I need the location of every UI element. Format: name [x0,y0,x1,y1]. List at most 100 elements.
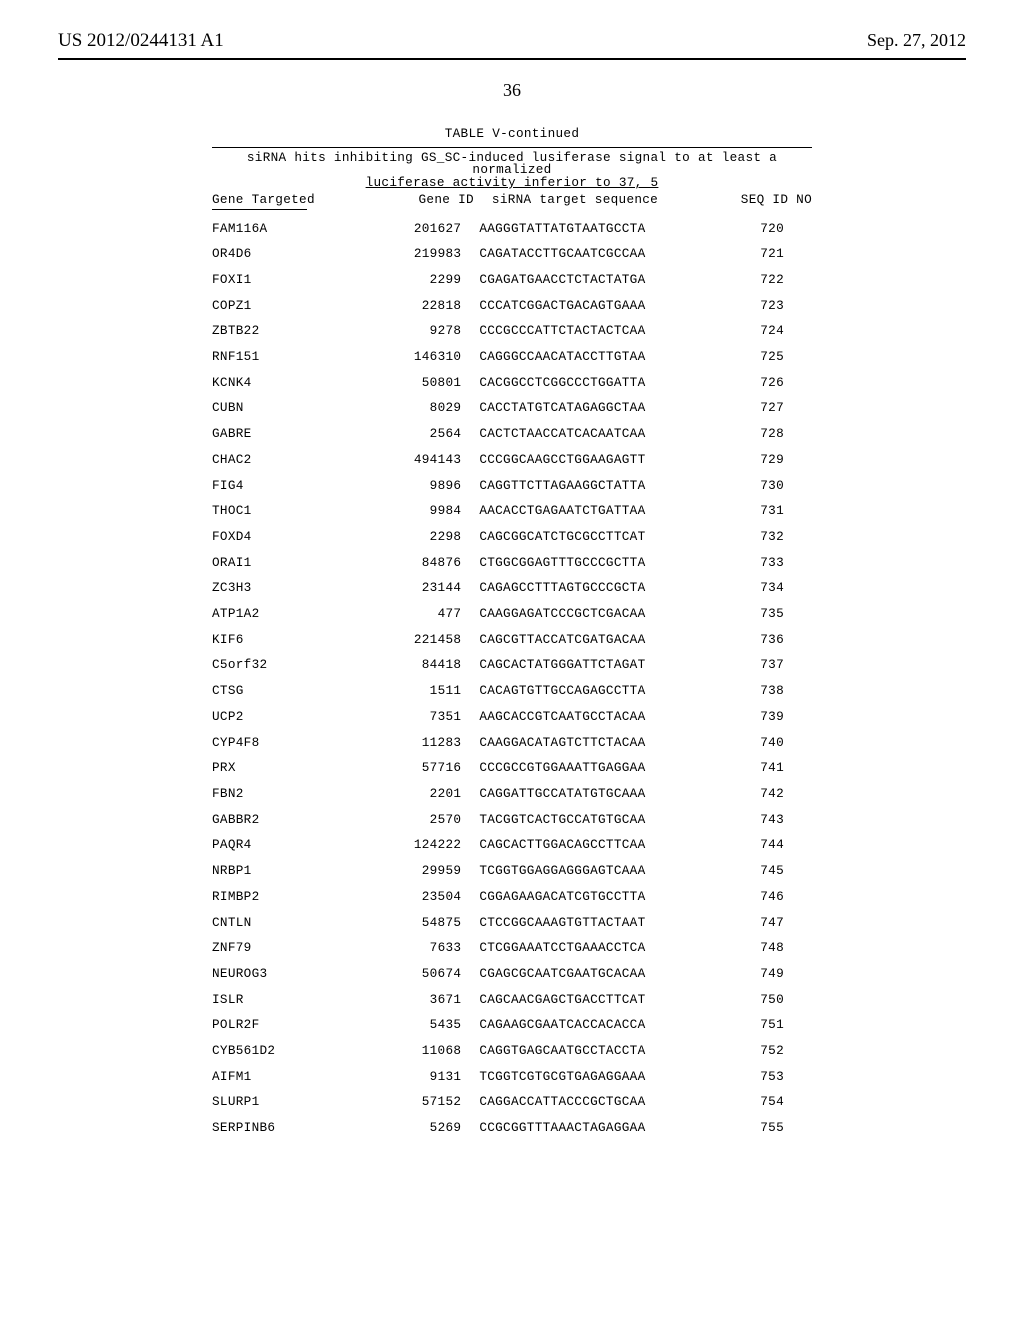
cell-gene-id: 84876 [397,557,480,570]
cell-seq: CGAGATGAACCTCTACTATGA [479,274,682,287]
cell-gene-id: 54875 [397,917,480,930]
table-row: CYP4F811283CAAGGACATAGTCTTCTACAA740 [212,737,812,750]
cell-gene: CYB561D2 [212,1045,397,1058]
cell-seq-id: 753 [682,1071,812,1084]
cell-gene: FAM116A [212,223,397,236]
cell-seq-id: 732 [682,531,812,544]
cell-gene: RIMBP2 [212,891,397,904]
table-row: PAQR4124222CAGCACTTGGACAGCCTTCAA744 [212,839,812,852]
cell-gene-id: 124222 [397,839,480,852]
cell-seq-id: 725 [682,351,812,364]
table-row: THOC19984AACACCTGAGAATCTGATTAA731 [212,505,812,518]
cell-gene: FBN2 [212,788,397,801]
cell-seq-id: 747 [682,917,812,930]
cell-gene: KCNK4 [212,377,397,390]
cell-seq: CAGCACTTGGACAGCCTTCAA [479,839,682,852]
table-row: RNF151146310CAGGGCCAACATACCTTGTAA725 [212,351,812,364]
cell-seq: CGAGCGCAATCGAATGCACAA [479,968,682,981]
cell-gene-id: 146310 [397,351,480,364]
cell-seq-id: 723 [682,300,812,313]
table-row: CTSG1511CACAGTGTTGCCAGAGCCTTA738 [212,685,812,698]
cell-gene-id: 23144 [397,582,480,595]
page-number: 36 [0,80,1024,101]
table-row: ZNF797633CTCGGAAATCCTGAAACCTCA748 [212,942,812,955]
cell-seq: CCGCGGTTTAAACTAGAGGAA [479,1122,682,1135]
cell-seq: CAAGGAGATCCCGCTCGACAA [479,608,682,621]
cell-seq: CTCGGAAATCCTGAAACCTCA [479,942,682,955]
table-row: FAM116A201627AAGGGTATTATGTAATGCCTA720 [212,223,812,236]
table-row: CYB561D211068CAGGTGAGCAATGCCTACCTA752 [212,1045,812,1058]
table-row: SLURP157152CAGGACCATTACCCGCTGCAA754 [212,1096,812,1109]
cell-gene-id: 5269 [397,1122,480,1135]
cell-gene-id: 50801 [397,377,480,390]
table-row: RIMBP223504CGGAGAAGACATCGTGCCTTA746 [212,891,812,904]
cell-seq-id: 739 [682,711,812,724]
cell-seq: CGGAGAAGACATCGTGCCTTA [479,891,682,904]
cell-seq: CAAGGACATAGTCTTCTACAA [479,737,682,750]
cell-gene-id: 9131 [397,1071,480,1084]
cell-seq: AAGGGTATTATGTAATGCCTA [479,223,682,236]
cell-gene: PRX [212,762,397,775]
cell-gene-id: 2564 [397,428,480,441]
cell-gene: RNF151 [212,351,397,364]
cell-seq-id: 724 [682,325,812,338]
table-row: KIF6221458CAGCGTTACCATCGATGACAA736 [212,634,812,647]
cell-gene: ATP1A2 [212,608,397,621]
page-header: US 2012/0244131 A1 Sep. 27, 2012 [58,30,966,52]
cell-gene-id: 2570 [397,814,480,827]
cell-gene: NRBP1 [212,865,397,878]
cell-seq: CAGAAGCGAATCACCACACCA [479,1019,682,1032]
cell-gene: ZNF79 [212,942,397,955]
table-row: NEUROG350674CGAGCGCAATCGAATGCACAA749 [212,968,812,981]
cell-seq: CACTCTAACCATCACAATCAA [479,428,682,441]
cell-seq-id: 722 [682,274,812,287]
cell-seq: CAGCAACGAGCTGACCTTCAT [479,994,682,1007]
cell-gene-id: 57716 [397,762,480,775]
cell-seq: CAGGTTCTTAGAAGGCTATTA [479,480,682,493]
cell-seq-id: 734 [682,582,812,595]
table-top-border [212,147,812,148]
caption-line-1: siRNA hits inhibiting GS_SC-induced lusi… [247,150,777,178]
table-row: OR4D6219983CAGATACCTTGCAATCGCCAA721 [212,248,812,261]
table-row: COPZ122818CCCATCGGACTGACAGTGAAA723 [212,300,812,313]
table: TABLE V-continued siRNA hits inhibiting … [0,128,1024,1135]
cell-seq-id: 729 [682,454,812,467]
cell-gene: ISLR [212,994,397,1007]
cell-seq-id: 742 [682,788,812,801]
cell-gene: FIG4 [212,480,397,493]
cell-gene-id: 7351 [397,711,480,724]
cell-gene-id: 11068 [397,1045,480,1058]
cell-gene-id: 201627 [397,223,480,236]
cell-seq-id: 743 [682,814,812,827]
col-header-seq-id: SEQ ID NO [705,194,812,207]
cell-seq: CAGGACCATTACCCGCTGCAA [479,1096,682,1109]
cell-seq: CACCTATGTCATAGAGGCTAA [479,402,682,415]
table-row: AIFM19131TCGGTCGTGCGTGAGAGGAAA753 [212,1071,812,1084]
cell-gene: ZBTB22 [212,325,397,338]
cell-gene-id: 50674 [397,968,480,981]
cell-seq: CTCCGGCAAAGTGTTACTAAT [479,917,682,930]
cell-seq: AAGCACCGTCAATGCCTACAA [479,711,682,724]
cell-seq-id: 746 [682,891,812,904]
table-row: PRX57716CCCGCCGTGGAAATTGAGGAA741 [212,762,812,775]
table-row: GABRE2564CACTCTAACCATCACAATCAA728 [212,428,812,441]
cell-gene: POLR2F [212,1019,397,1032]
cell-seq-id: 748 [682,942,812,955]
cell-seq: CAGGTGAGCAATGCCTACCTA [479,1045,682,1058]
cell-gene-id: 9896 [397,480,480,493]
cell-seq: CCCGCCCATTCTACTACTCAA [479,325,682,338]
cell-gene-id: 477 [397,608,480,621]
cell-seq-id: 720 [682,223,812,236]
cell-seq-id: 731 [682,505,812,518]
cell-gene: NEUROG3 [212,968,397,981]
table-row: ORAI184876CTGGCGGAGTTTGCCCGCTTA733 [212,557,812,570]
cell-seq-id: 735 [682,608,812,621]
cell-gene-id: 9278 [397,325,480,338]
cell-gene-id: 5435 [397,1019,480,1032]
cell-gene: GABBR2 [212,814,397,827]
cell-seq-id: 754 [682,1096,812,1109]
table-row: CHAC2494143CCCGGCAAGCCTGGAAGAGTT729 [212,454,812,467]
page: US 2012/0244131 A1 Sep. 27, 2012 36 TABL… [0,0,1024,1320]
table-row: ZC3H323144CAGAGCCTTTAGTGCCCGCTA734 [212,582,812,595]
cell-gene: SERPINB6 [212,1122,397,1135]
